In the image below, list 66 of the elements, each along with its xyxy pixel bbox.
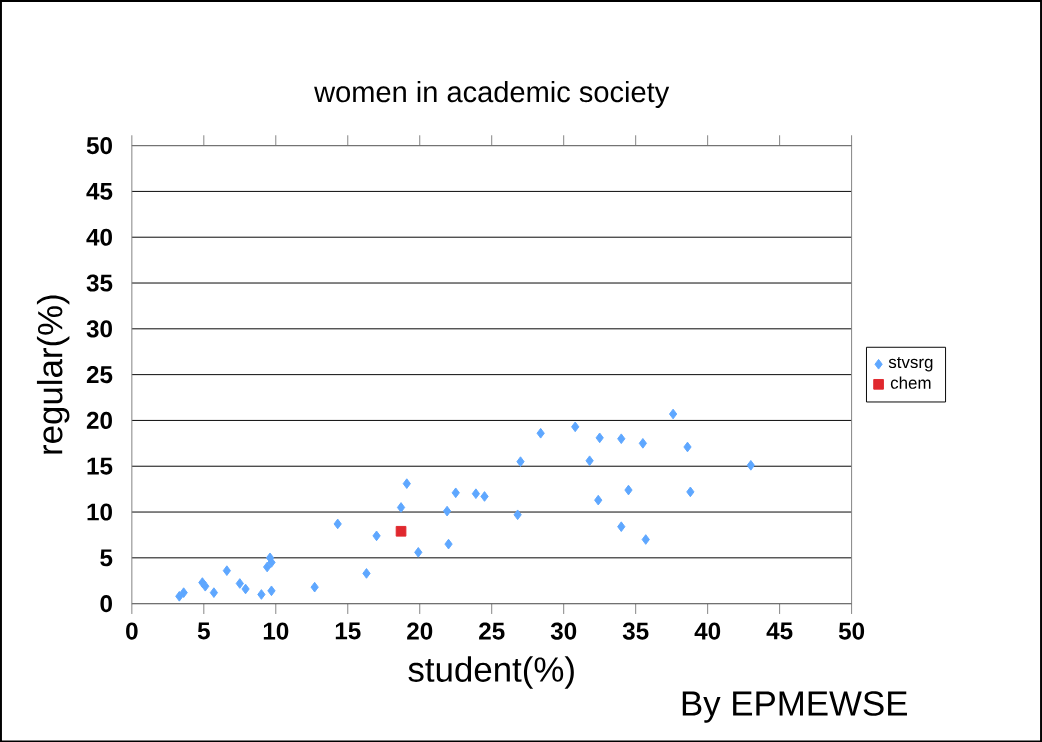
y-tick-label: 25 (86, 365, 113, 384)
point (513, 509, 522, 520)
point (372, 530, 381, 542)
point (241, 583, 250, 595)
x-tick-label: 10 (263, 622, 289, 640)
legend-label: stvsrg (888, 356, 933, 372)
x-tick-label: 30 (550, 622, 577, 640)
point (362, 567, 371, 579)
point (209, 587, 219, 598)
point (179, 587, 188, 598)
point (686, 486, 695, 498)
text: By EPMEWSE (682, 691, 907, 723)
x-tick-label: 0 (126, 622, 138, 640)
point (617, 521, 626, 532)
x-tick-label: 45 (766, 622, 793, 640)
x-tick-label: 15 (335, 622, 361, 640)
x-tick-label: 20 (407, 622, 433, 640)
point (641, 534, 650, 545)
point (414, 546, 423, 558)
point (222, 565, 231, 576)
y-tick-label: 5 (100, 549, 113, 567)
point (516, 456, 525, 467)
y-tick-label: 45 (86, 182, 113, 200)
y-tick-label: 15 (87, 457, 113, 475)
point (594, 494, 603, 506)
point (201, 580, 210, 592)
point (595, 432, 604, 443)
x-tick-label: 50 (838, 622, 865, 640)
point (257, 588, 266, 600)
y-tick-label: 10 (87, 503, 112, 521)
point (333, 518, 342, 530)
point (536, 427, 545, 439)
x-axis-title: student(%) (408, 656, 574, 689)
point (480, 490, 489, 502)
point (263, 561, 272, 573)
point (638, 437, 647, 449)
y-tick-label: 40 (86, 228, 112, 246)
point (683, 441, 692, 453)
y-tick-label: 30 (86, 320, 112, 338)
y-tick-label: 0 (100, 594, 112, 613)
point (235, 577, 244, 589)
point (451, 487, 460, 498)
x-tick-label: 25 (479, 622, 505, 640)
x-tick-label: 5 (197, 622, 210, 640)
point (396, 501, 406, 513)
point (395, 525, 407, 537)
y-tick-label: 50 (86, 136, 112, 154)
point (571, 421, 580, 432)
chart-title: women in academic society (314, 80, 670, 108)
legend-label: chem (890, 376, 931, 389)
point (617, 433, 626, 444)
point (585, 455, 594, 466)
point (267, 585, 276, 596)
y-tick-label: 20 (86, 411, 112, 429)
point (668, 408, 678, 420)
point (471, 488, 481, 499)
x-tick-label: 40 (694, 622, 721, 640)
point (624, 484, 633, 496)
point (402, 478, 411, 489)
x-tick-label: 35 (622, 622, 649, 640)
point (310, 581, 319, 593)
point (746, 459, 755, 471)
y-axis-title: regular(%) (36, 295, 70, 454)
point (444, 538, 453, 550)
y-tick-label: 35 (86, 274, 113, 292)
point (442, 505, 452, 517)
